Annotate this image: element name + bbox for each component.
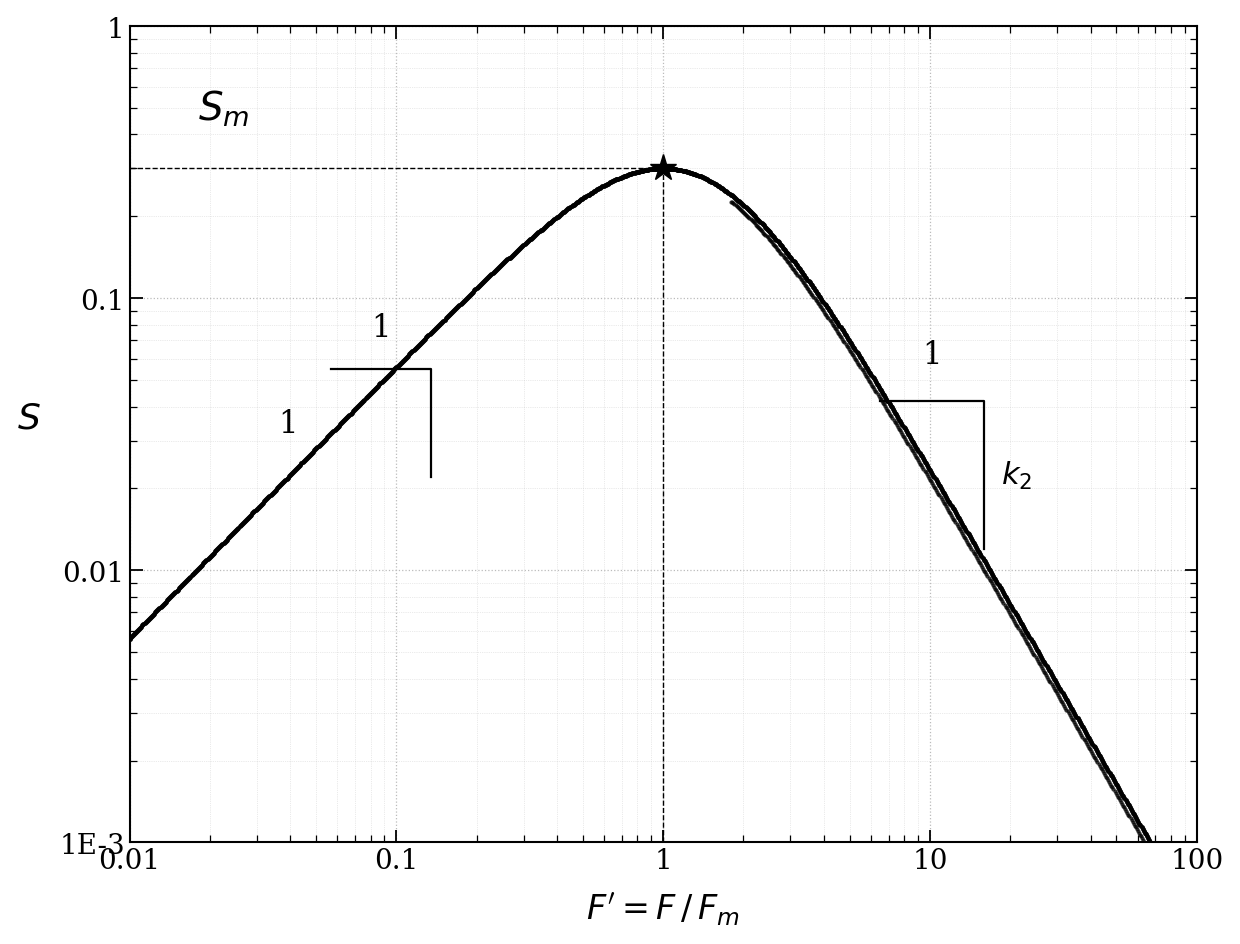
Y-axis label: $\mathit{S}$: $\mathit{S}$ [16, 401, 41, 435]
Text: $\mathit{k_2}$: $\mathit{k_2}$ [1001, 459, 1032, 491]
Text: 1: 1 [923, 340, 942, 370]
Text: 1: 1 [279, 408, 298, 439]
Text: $\mathit{S_m}$: $\mathit{S_m}$ [197, 89, 249, 129]
X-axis label: $\mathit{F' = F\,/\,F_m}$: $\mathit{F' = F\,/\,F_m}$ [587, 891, 740, 927]
Text: 1: 1 [372, 312, 391, 344]
